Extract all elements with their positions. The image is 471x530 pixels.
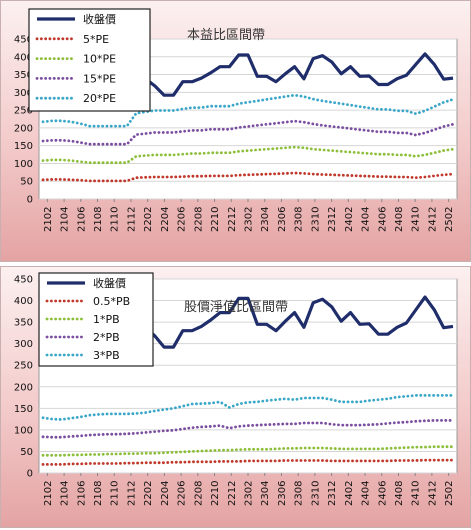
pe-band-chart-svg: 0 50 100 150 200 250 300 350 400 450 2102 2104 2106 2… <box>14 8 458 232</box>
x-tick-label: 2408 <box>394 481 405 506</box>
x-tick-label: 2310 <box>310 481 321 506</box>
series-line-1 <box>41 458 455 466</box>
y-tick-label: 300 <box>14 88 33 99</box>
x-tick-label: 2106 <box>76 481 87 506</box>
x-tick-label: 2102 <box>43 481 54 506</box>
x-tick-label: 2406 <box>377 481 388 506</box>
x-tick-label: 2208 <box>193 207 204 232</box>
series-line-3 <box>41 119 455 146</box>
x-tick-label: 2106 <box>76 207 87 232</box>
x-tick-label: 2206 <box>177 207 188 232</box>
x-tick-label: 2502 <box>444 207 455 232</box>
chart-title: 股價淨值比區間帶 <box>184 299 288 315</box>
x-tick-label: 2112 <box>126 481 137 506</box>
x-tick-label: 2104 <box>60 207 71 232</box>
x-tick-label: 2204 <box>160 481 171 506</box>
legend-label-4: 20*PE <box>83 92 116 105</box>
x-tick-label: 2302 <box>244 481 255 506</box>
x-tick-label: 2308 <box>294 207 305 232</box>
y-tick-label: 0 <box>27 469 33 480</box>
series-line-2 <box>41 145 455 165</box>
legend-box <box>28 8 151 112</box>
x-tick-label: 2102 <box>43 207 54 232</box>
x-tick-label: 2304 <box>260 207 271 232</box>
x-tick-label: 2112 <box>126 207 137 232</box>
y-tick-label: 350 <box>14 318 33 329</box>
legend-label-3: 15*PE <box>83 72 116 85</box>
x-tick-label: 2206 <box>177 481 188 506</box>
chart-title: 本益比區間帶 <box>187 28 265 43</box>
legend-label-4: 3*PB <box>93 349 120 362</box>
y-tick-label: 300 <box>14 339 33 350</box>
x-tick-label: 2408 <box>394 207 405 232</box>
legend-label-3: 2*PB <box>93 331 120 344</box>
x-tick-label: 2202 <box>143 207 154 232</box>
y-tick-label: 400 <box>14 52 33 63</box>
x-tick-label: 2302 <box>244 207 255 232</box>
x-tick-label: 2208 <box>193 481 204 506</box>
x-tick-label: 2202 <box>143 481 154 506</box>
x-tick-label: 2412 <box>427 481 438 506</box>
x-tick-label: 2306 <box>277 481 288 506</box>
legend-label-2: 10*PE <box>83 53 116 66</box>
pb-band-chart: 0 50 100 150 200 250 300 350 400 450 2102 2104 2106 2… <box>0 266 471 528</box>
pe-band-chart: 0 50 100 150 200 250 300 350 400 450 2102 2104 2106 2… <box>0 0 471 262</box>
legend-label-0: 收盤價 <box>93 276 126 290</box>
series-line-3 <box>41 418 455 439</box>
pb-band-chart-svg: 0 50 100 150 200 250 300 350 400 450 2102 2104 2106 2… <box>14 272 458 506</box>
series-line-1 <box>41 171 455 183</box>
x-tick-label: 2210 <box>210 207 221 232</box>
x-tick-label: 2110 <box>110 481 121 506</box>
legend-label-2: 1*PB <box>93 313 120 326</box>
y-tick-label: 150 <box>14 141 33 152</box>
x-tick-label: 2502 <box>444 481 455 506</box>
y-tick-label: 200 <box>14 123 33 134</box>
x-tick-label: 2204 <box>160 207 171 232</box>
x-tick-label: 2212 <box>227 207 238 232</box>
x-tick-label: 2404 <box>361 481 372 506</box>
legend-label-1: 0.5*PB <box>93 295 130 308</box>
x-tick-label: 2402 <box>344 481 355 506</box>
y-tick-label: 450 <box>14 35 33 46</box>
x-tick-label: 2312 <box>327 481 338 506</box>
x-tick-label: 2412 <box>427 207 438 232</box>
x-tick-label: 2308 <box>294 481 305 506</box>
legend-box <box>38 272 154 367</box>
x-tick-label: 2310 <box>310 207 321 232</box>
x-tick-label: 2406 <box>377 207 388 232</box>
legend-label-1: 5*PE <box>83 33 109 46</box>
y-tick-label: 450 <box>14 275 33 286</box>
x-tick-label: 2108 <box>93 481 104 506</box>
x-tick-label: 2110 <box>110 207 121 232</box>
series-line-4 <box>41 393 455 421</box>
x-tick-label: 2104 <box>60 481 71 506</box>
y-tick-label: 200 <box>14 382 33 393</box>
y-tick-label: 50 <box>20 447 33 458</box>
series-line-4 <box>41 93 455 128</box>
y-tick-label: 350 <box>14 70 33 81</box>
legend-label-0: 收盤價 <box>83 12 116 26</box>
x-tick-label: 2402 <box>344 207 355 232</box>
y-tick-label: 100 <box>14 425 33 436</box>
y-tick-label: 250 <box>14 361 33 372</box>
y-tick-label: 0 <box>27 195 33 206</box>
x-tick-label: 2304 <box>260 481 271 506</box>
y-tick-label: 150 <box>14 404 33 415</box>
y-tick-label: 50 <box>20 177 33 188</box>
x-tick-label: 2410 <box>411 481 422 506</box>
x-tick-label: 2410 <box>411 207 422 232</box>
x-tick-label: 2404 <box>361 207 372 232</box>
x-tick-label: 2306 <box>277 207 288 232</box>
x-tick-label: 2108 <box>93 207 104 232</box>
x-tick-label: 2212 <box>227 481 238 506</box>
y-tick-label: 250 <box>14 106 33 117</box>
y-tick-label: 400 <box>14 296 33 307</box>
x-tick-label: 2210 <box>210 481 221 506</box>
x-tick-label: 2312 <box>327 207 338 232</box>
series-line-2 <box>41 445 455 457</box>
y-tick-label: 100 <box>14 159 33 170</box>
